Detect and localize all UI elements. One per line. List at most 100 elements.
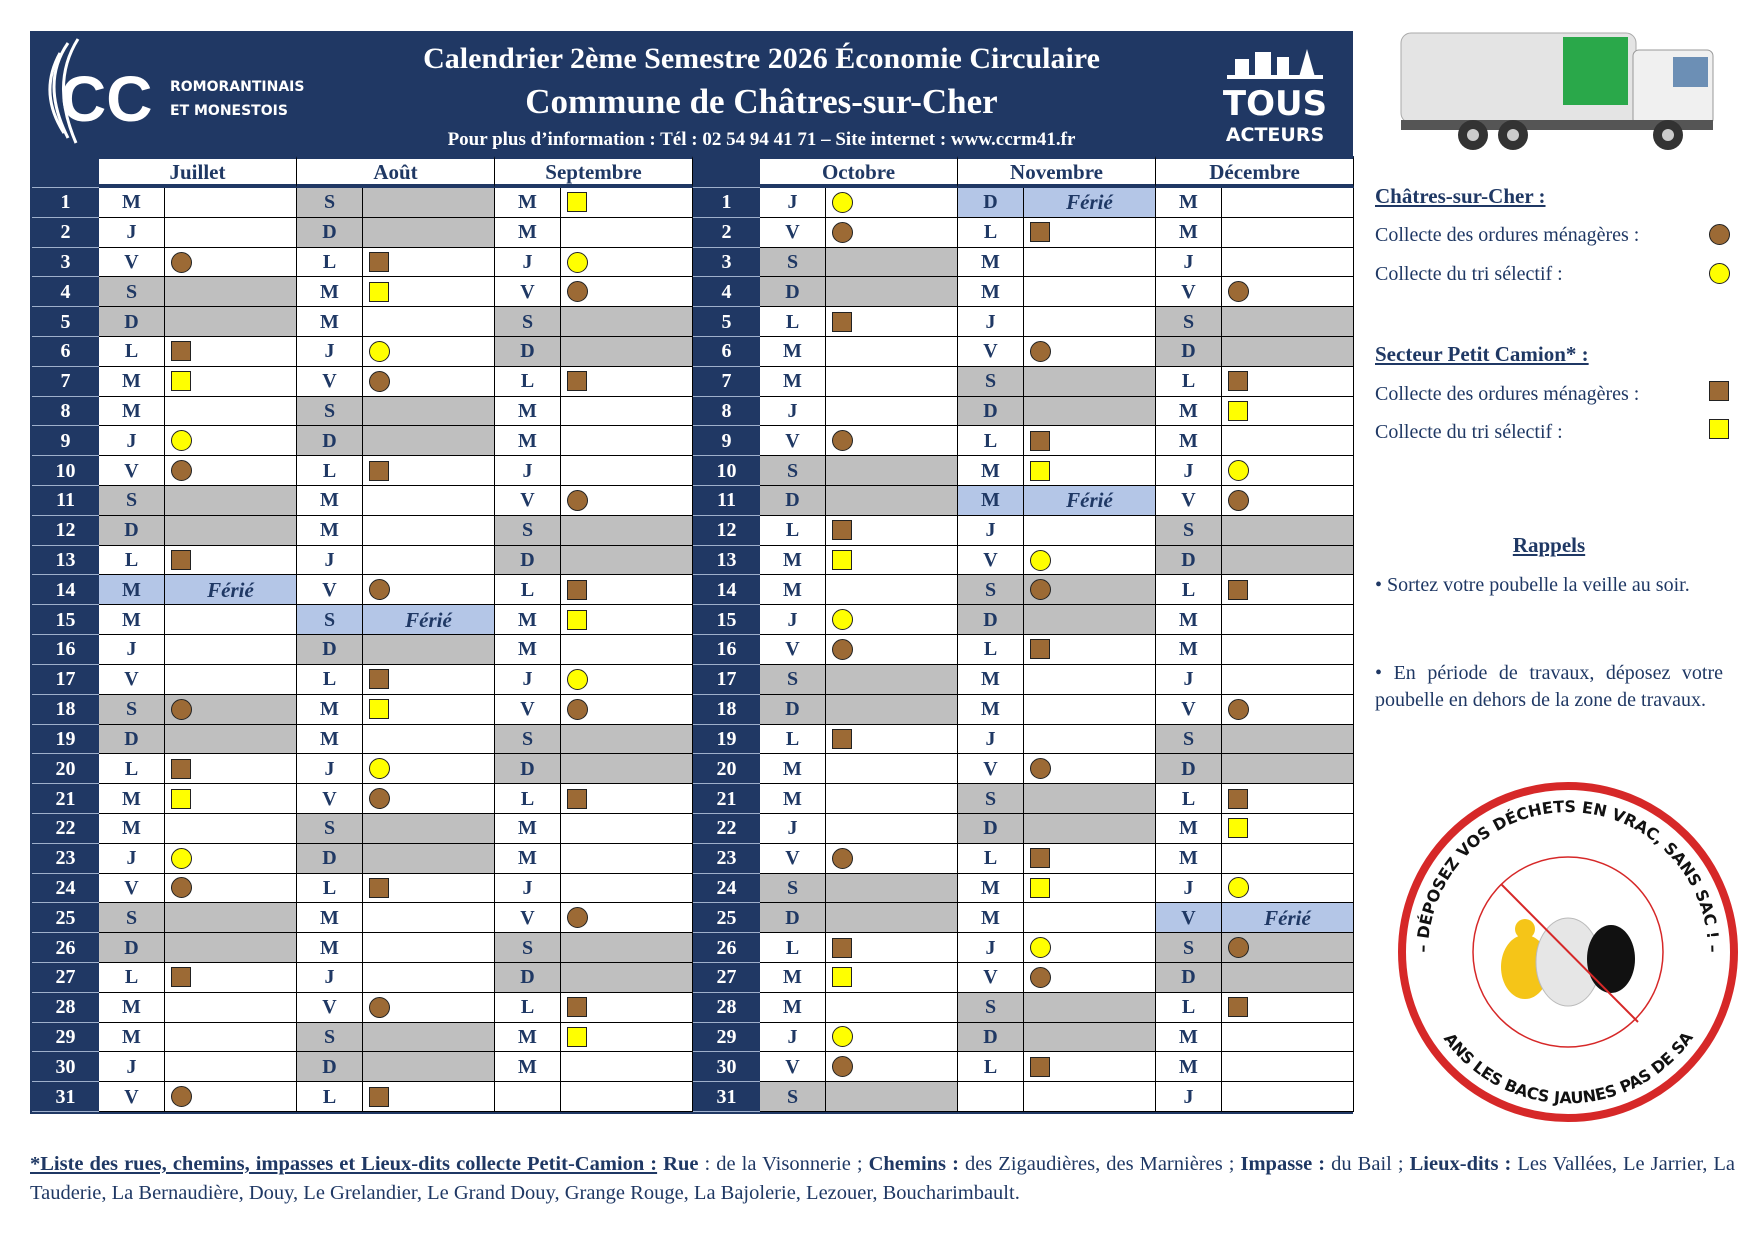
weekday-letter: M [297, 515, 363, 546]
collection-cell [165, 813, 297, 844]
brown-square-icon [1709, 381, 1729, 401]
holiday-label: Férié [1066, 190, 1113, 215]
collection-cell [1024, 277, 1156, 308]
yellow-square-icon [171, 788, 191, 809]
collection-cell [561, 605, 693, 636]
day-number: 26 [693, 933, 760, 963]
collection-cell [363, 456, 495, 487]
day-number: 18 [693, 694, 760, 725]
collection-cell [1024, 575, 1156, 606]
weekday-letter: S [760, 664, 826, 695]
yellow-circle-icon [171, 847, 192, 869]
collection-cell [165, 962, 297, 993]
collection-cell [165, 337, 297, 367]
collection-cell [363, 366, 495, 397]
weekday-letter: D [99, 515, 165, 546]
legend-title-petit-camion: Secteur Petit Camion* : [1375, 342, 1589, 366]
brown-circle-icon [567, 489, 588, 511]
yellow-square-icon [1709, 419, 1729, 439]
brown-circle-icon [171, 877, 192, 899]
collection-cell [826, 545, 958, 576]
collection-cell [1222, 724, 1354, 755]
weekday-letter: M [297, 307, 363, 338]
collection-cell [363, 903, 495, 934]
collection-cell [1222, 784, 1354, 814]
collection-cell [165, 217, 297, 248]
brown-square-icon [369, 669, 389, 690]
yellow-circle-icon [1709, 263, 1730, 284]
day-number: 10 [693, 456, 760, 487]
brown-square-icon [832, 937, 852, 958]
collection-cell [561, 277, 693, 308]
collection-cell [165, 366, 297, 397]
brown-square-icon [1228, 788, 1248, 809]
day-number: 18 [32, 694, 99, 725]
weekday-letter: S [297, 1022, 363, 1053]
weekday-letter: D [1156, 754, 1222, 785]
weekday-letter: M [99, 784, 165, 814]
legend-label-sorting: Collecte du tri sélectif : [1375, 263, 1563, 285]
weekday-letter: M [958, 903, 1024, 934]
brown-circle-icon [1228, 937, 1249, 959]
weekday-letter: V [1156, 277, 1222, 308]
day-number: 15 [693, 605, 760, 636]
collection-cell [1024, 515, 1156, 546]
weekday-letter: J [760, 396, 826, 427]
collection-cell [363, 635, 495, 665]
collection-cell [826, 1052, 958, 1083]
collection-cell: Férié [1024, 486, 1156, 516]
day-number: 4 [32, 277, 99, 308]
day-number: 8 [32, 396, 99, 427]
collection-cell [165, 754, 297, 785]
month-header: Septembre [495, 156, 693, 188]
weekday-letter: L [1156, 992, 1222, 1023]
day-number: 29 [693, 1022, 760, 1053]
weekday-letter: S [760, 247, 826, 278]
day-number: 27 [32, 962, 99, 993]
collection-cell [165, 396, 297, 427]
brown-square-icon [1228, 997, 1248, 1018]
collection-cell [165, 1052, 297, 1083]
day-number: 22 [32, 813, 99, 844]
weekday-letter: D [297, 426, 363, 457]
collection-cell: Férié [1222, 903, 1354, 934]
weekday-letter: V [495, 486, 561, 516]
day-number: 23 [32, 843, 99, 874]
collection-cell [826, 188, 958, 218]
weekday-letter: S [958, 366, 1024, 397]
weekday-letter: M [99, 575, 165, 606]
day-number: 21 [693, 784, 760, 814]
collection-cell [363, 426, 495, 457]
collection-cell [1222, 933, 1354, 963]
weekday-letter: M [760, 575, 826, 606]
weekday-letter: S [760, 456, 826, 487]
weekday-letter: J [297, 545, 363, 576]
collection-cell [561, 873, 693, 904]
reminders-title: Rappels [1512, 533, 1586, 557]
collection-cell [363, 486, 495, 516]
collection-cell [561, 1022, 693, 1053]
day-number: 29 [32, 1022, 99, 1053]
calendar-table: Juillet Août Septembre Octobre Novembre Décem… [30, 154, 1354, 1114]
brown-circle-icon [567, 698, 588, 720]
logo-text-line: ROMORANTINAIS [170, 79, 304, 95]
brown-circle-icon [171, 251, 192, 273]
yellow-square-icon [832, 967, 852, 988]
collection-cell [561, 366, 693, 397]
garbage-truck-image [1400, 32, 1714, 150]
weekday-letter: M [760, 366, 826, 397]
brown-circle-icon [567, 907, 588, 929]
calendar-title: Calendrier 2ème Semestre 2026 Économie C… [423, 42, 1100, 75]
brown-square-icon [567, 371, 587, 392]
collection-cell [1222, 545, 1354, 576]
day-number: 31 [32, 1082, 99, 1112]
weekday-letter: S [297, 605, 363, 636]
collection-cell [1222, 962, 1354, 993]
brown-square-icon [171, 341, 191, 362]
svg-text:CC: CC [60, 63, 152, 135]
collection-cell [826, 515, 958, 546]
day-number: 26 [32, 933, 99, 963]
collection-cell [826, 664, 958, 695]
weekday-letter: V [760, 635, 826, 665]
day-number: 5 [32, 307, 99, 338]
